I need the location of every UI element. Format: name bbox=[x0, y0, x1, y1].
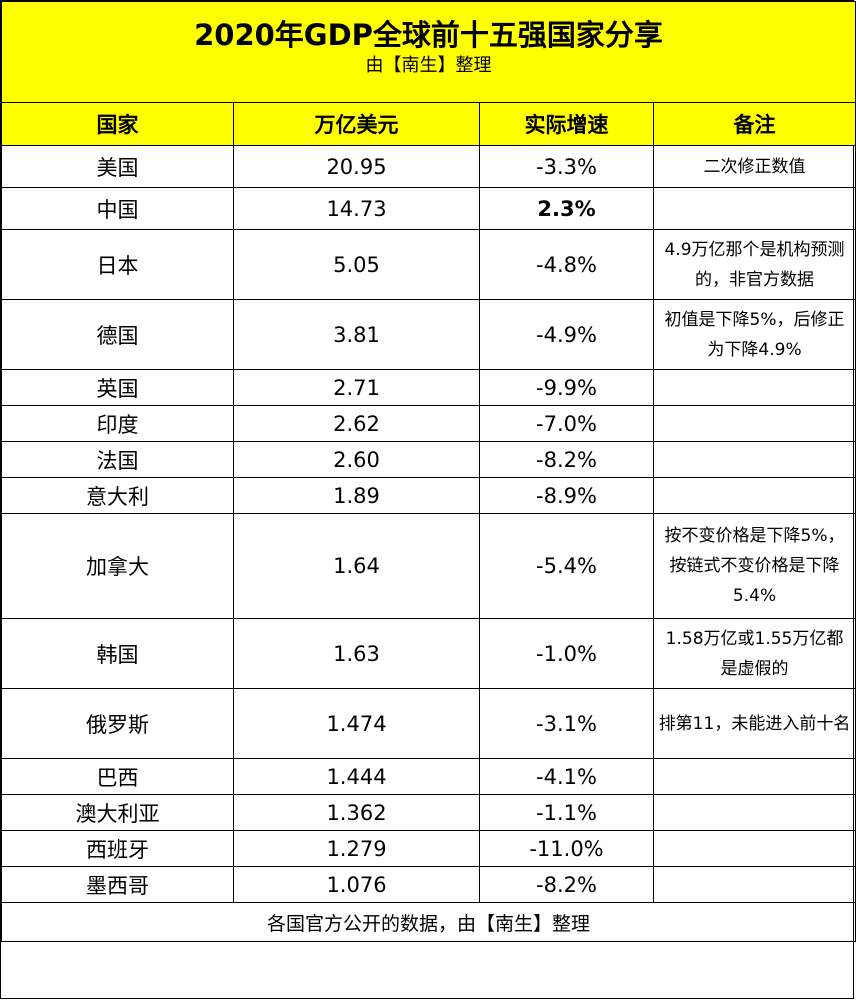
table-subtitle: 由【南生】整理 bbox=[365, 55, 492, 76]
country-cell: 美国 bbox=[1, 145, 234, 188]
header-country: 国家 bbox=[1, 102, 234, 146]
footer-row: 各国官方公开的数据，由【南生】整理 bbox=[0, 902, 856, 942]
note-cell bbox=[652, 758, 856, 795]
growth-cell: -3.3% bbox=[479, 145, 654, 188]
table-row: 日本 5.05 -4.8% 4.9万亿那个是机构预测的，非官方数据 bbox=[1, 229, 856, 300]
header-row: 国家 万亿美元 实际增速 备注 bbox=[1, 102, 856, 146]
growth-cell: -9.9% bbox=[479, 369, 654, 406]
country-cell: 澳大利亚 bbox=[1, 794, 234, 831]
gdp-cell: 1.89 bbox=[233, 477, 480, 514]
country-cell: 德国 bbox=[1, 299, 234, 370]
gdp-table: 2020年GDP全球前十五强国家分享 由【南生】整理 国家 万亿美元 实际增速 … bbox=[0, 1, 856, 942]
table-row: 巴西 1.444 -4.1% bbox=[1, 758, 856, 795]
country-cell: 西班牙 bbox=[1, 830, 234, 867]
growth-cell: -5.4% bbox=[479, 513, 654, 619]
table-row: 俄罗斯 1.474 -3.1% 排第11，未能进入前十名 bbox=[1, 688, 856, 759]
gdp-cell: 1.63 bbox=[233, 618, 480, 689]
table-row: 墨西哥 1.076 -8.2% bbox=[1, 866, 856, 903]
country-cell: 巴西 bbox=[1, 758, 234, 795]
country-cell: 中国 bbox=[1, 187, 234, 230]
country-cell: 俄罗斯 bbox=[1, 688, 234, 759]
table-row: 澳大利亚 1.362 -1.1% bbox=[1, 794, 856, 831]
table-row: 韩国 1.63 -1.0% 1.58万亿或1.55万亿都是虚假的 bbox=[1, 618, 856, 689]
note-cell: 初值是下降5%，后修正为下降4.9% bbox=[652, 299, 856, 370]
growth-cell: -11.0% bbox=[479, 830, 654, 867]
header-growth: 实际增速 bbox=[479, 102, 654, 146]
country-cell: 加拿大 bbox=[1, 513, 234, 619]
table-row: 德国 3.81 -4.9% 初值是下降5%，后修正为下降4.9% bbox=[1, 299, 856, 370]
country-cell: 韩国 bbox=[1, 618, 234, 689]
title-row: 2020年GDP全球前十五强国家分享 由【南生】整理 bbox=[0, 1, 856, 103]
note-cell bbox=[652, 794, 856, 831]
gdp-cell: 20.95 bbox=[233, 145, 480, 188]
gdp-cell: 1.474 bbox=[233, 688, 480, 759]
title-banner: 2020年GDP全球前十五强国家分享 由【南生】整理 bbox=[0, 1, 856, 103]
gdp-cell: 3.81 bbox=[233, 299, 480, 370]
note-cell bbox=[652, 187, 856, 230]
country-cell: 法国 bbox=[1, 441, 234, 478]
country-cell: 英国 bbox=[1, 369, 234, 406]
growth-cell: -3.1% bbox=[479, 688, 654, 759]
header-note: 备注 bbox=[652, 102, 856, 146]
growth-cell: -1.0% bbox=[479, 618, 654, 689]
gdp-cell: 2.71 bbox=[233, 369, 480, 406]
note-cell: 4.9万亿那个是机构预测的，非官方数据 bbox=[652, 229, 856, 300]
note-cell: 按不变价格是下降5%，按链式不变价格是下降5.4% bbox=[652, 513, 856, 619]
gdp-cell: 2.60 bbox=[233, 441, 480, 478]
table-title: 2020年GDP全球前十五强国家分享 bbox=[194, 18, 663, 52]
table-row: 英国 2.71 -9.9% bbox=[1, 369, 856, 406]
gdp-cell: 2.62 bbox=[233, 405, 480, 442]
note-cell: 1.58万亿或1.55万亿都是虚假的 bbox=[652, 618, 856, 689]
country-cell: 意大利 bbox=[1, 477, 234, 514]
note-cell bbox=[652, 830, 856, 867]
growth-cell: -4.9% bbox=[479, 299, 654, 370]
growth-cell: 2.3% bbox=[479, 187, 654, 230]
country-cell: 印度 bbox=[1, 405, 234, 442]
growth-cell: -8.2% bbox=[479, 441, 654, 478]
gdp-cell: 1.64 bbox=[233, 513, 480, 619]
gdp-cell: 14.73 bbox=[233, 187, 480, 230]
table-row: 中国 14.73 2.3% bbox=[1, 187, 856, 230]
table-body: 美国 20.95 -3.3% 二次修正数值 中国 14.73 2.3% 日本 5.05 -4.8%… bbox=[1, 145, 856, 903]
table-row: 意大利 1.89 -8.9% bbox=[1, 477, 856, 514]
country-cell: 日本 bbox=[1, 229, 234, 300]
table-row: 美国 20.95 -3.3% 二次修正数值 bbox=[1, 145, 856, 188]
growth-cell: -8.2% bbox=[479, 866, 654, 903]
gdp-cell: 1.444 bbox=[233, 758, 480, 795]
growth-cell: -4.8% bbox=[479, 229, 654, 300]
country-cell: 墨西哥 bbox=[1, 866, 234, 903]
header-gdp: 万亿美元 bbox=[233, 102, 480, 146]
note-cell bbox=[652, 369, 856, 406]
growth-cell: -8.9% bbox=[479, 477, 654, 514]
table-footer: 各国官方公开的数据，由【南生】整理 bbox=[0, 902, 856, 942]
note-cell: 二次修正数值 bbox=[652, 145, 856, 188]
table-row: 法国 2.60 -8.2% bbox=[1, 441, 856, 478]
growth-cell: -7.0% bbox=[479, 405, 654, 442]
note-cell bbox=[652, 477, 856, 514]
table-row: 西班牙 1.279 -11.0% bbox=[1, 830, 856, 867]
gdp-cell: 5.05 bbox=[233, 229, 480, 300]
gdp-cell: 1.076 bbox=[233, 866, 480, 903]
table-row: 印度 2.62 -7.0% bbox=[1, 405, 856, 442]
growth-cell: -1.1% bbox=[479, 794, 654, 831]
note-cell bbox=[652, 405, 856, 442]
note-cell bbox=[652, 441, 856, 478]
growth-cell: -4.1% bbox=[479, 758, 654, 795]
gdp-cell: 1.279 bbox=[233, 830, 480, 867]
gdp-cell: 1.362 bbox=[233, 794, 480, 831]
note-cell: 排第11，未能进入前十名 bbox=[652, 688, 856, 759]
table-row: 加拿大 1.64 -5.4% 按不变价格是下降5%，按链式不变价格是下降5.4% bbox=[1, 513, 856, 619]
note-cell bbox=[652, 866, 856, 903]
